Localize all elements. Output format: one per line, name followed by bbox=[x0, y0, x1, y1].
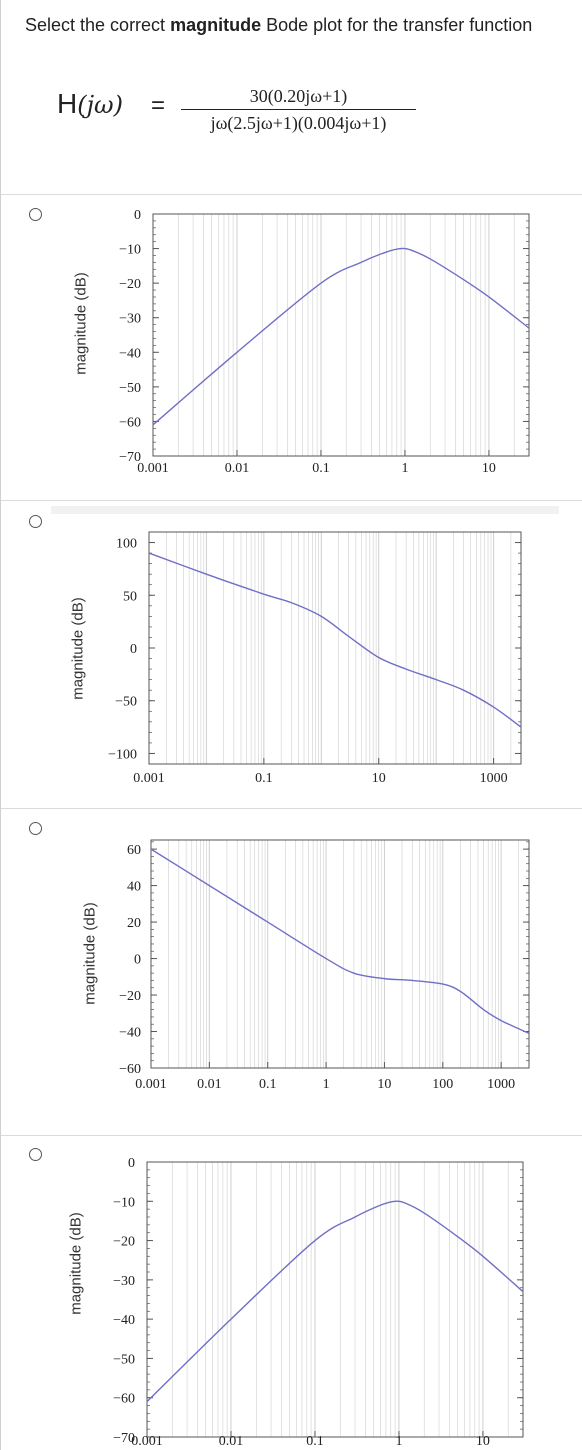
x-tick-label: 0.1 bbox=[255, 771, 273, 786]
x-tick-label: 0.01 bbox=[225, 461, 250, 476]
x-tick-label: 1000 bbox=[480, 771, 508, 786]
y-tick-label: 40 bbox=[127, 880, 141, 895]
question-text: Select the correct magnitude Bode plot f… bbox=[25, 13, 532, 37]
y-tick-label: −60 bbox=[119, 1062, 141, 1077]
option-header-bar bbox=[51, 506, 559, 514]
x-tick-label: 0.01 bbox=[219, 1434, 244, 1449]
y-tick-label: −40 bbox=[113, 1313, 135, 1328]
equation-numerator: 30(0.20jω+1) bbox=[249, 86, 348, 106]
magnitude-curve bbox=[152, 247, 530, 426]
magnitude-curve bbox=[148, 552, 522, 728]
x-tick-label: 0.1 bbox=[259, 1077, 277, 1092]
question-suffix: Bode plot for the transfer function bbox=[261, 15, 533, 35]
x-tick-label: 1 bbox=[401, 461, 408, 476]
equation-lhs-argument: (jω) bbox=[77, 91, 123, 119]
y-tick-label: −50 bbox=[115, 695, 137, 710]
y-tick-label: −10 bbox=[113, 1195, 135, 1210]
x-tick-label: 0.01 bbox=[197, 1077, 222, 1092]
y-tick-label: −100 bbox=[108, 747, 137, 762]
y-tick-label: 0 bbox=[130, 642, 137, 657]
y-tick-label: −20 bbox=[119, 989, 141, 1004]
plot-frame bbox=[146, 1161, 524, 1438]
y-tick-label: −50 bbox=[119, 381, 141, 396]
y-tick-label: −20 bbox=[113, 1235, 135, 1250]
magnitude-curve bbox=[150, 848, 530, 1034]
y-tick-label: −30 bbox=[113, 1274, 135, 1289]
equation-lhs-symbol: H bbox=[57, 88, 78, 119]
separator bbox=[1, 500, 582, 501]
x-tick-label: 0.001 bbox=[133, 771, 165, 786]
y-tick-label: −70 bbox=[113, 1431, 135, 1446]
x-tick-label: 10 bbox=[476, 1434, 490, 1449]
equation-denominator: jω(2.5jω+1)(0.004jω+1) bbox=[210, 113, 387, 133]
x-tick-label: 0.001 bbox=[135, 1077, 167, 1092]
y-tick-label: 20 bbox=[127, 916, 141, 931]
question-prefix: Select the correct bbox=[25, 15, 171, 35]
x-tick-label: 1 bbox=[323, 1077, 330, 1092]
plot-frame bbox=[152, 213, 530, 457]
option-2-radio[interactable] bbox=[29, 515, 42, 528]
plot-frame bbox=[150, 839, 530, 1069]
x-tick-label: 0.1 bbox=[312, 461, 330, 476]
option-3-radio[interactable] bbox=[29, 822, 42, 835]
y-tick-label: −30 bbox=[119, 312, 141, 327]
x-tick-label: 100 bbox=[432, 1077, 453, 1092]
x-tick-label: 1 bbox=[395, 1434, 402, 1449]
y-tick-label: −60 bbox=[119, 415, 141, 430]
separator bbox=[1, 194, 582, 195]
y-tick-label: −50 bbox=[113, 1352, 135, 1367]
y-tick-label: 0 bbox=[134, 208, 141, 223]
y-tick-label: 0 bbox=[134, 953, 141, 968]
fraction-bar bbox=[181, 109, 416, 110]
equation-lhs: H(jω) bbox=[57, 88, 123, 120]
separator bbox=[1, 1135, 582, 1136]
y-tick-label: 100 bbox=[116, 537, 137, 552]
x-tick-label: 0.1 bbox=[306, 1434, 324, 1449]
equation-fraction: 30(0.20jω+1) jω(2.5jω+1)(0.004jω+1) bbox=[181, 85, 416, 134]
y-tick-label: −20 bbox=[119, 277, 141, 292]
y-tick-label: −10 bbox=[119, 243, 141, 258]
y-tick-label: −70 bbox=[119, 450, 141, 465]
y-tick-label: 50 bbox=[123, 589, 137, 604]
x-tick-label: 1000 bbox=[487, 1077, 515, 1092]
magnitude-curve bbox=[146, 1200, 524, 1403]
question-bold-word: magnitude bbox=[170, 15, 262, 35]
x-tick-label: 10 bbox=[372, 771, 386, 786]
x-tick-label: 0.001 bbox=[137, 461, 169, 476]
x-tick-label: 10 bbox=[482, 461, 496, 476]
y-tick-label: 0 bbox=[128, 1156, 135, 1171]
x-tick-label: 10 bbox=[377, 1077, 391, 1092]
separator bbox=[1, 808, 582, 809]
y-tick-label: −60 bbox=[113, 1392, 135, 1407]
y-tick-label: −40 bbox=[119, 1026, 141, 1041]
y-tick-label: 60 bbox=[127, 843, 141, 858]
equation-equals: = bbox=[151, 92, 166, 119]
y-tick-label: −40 bbox=[119, 346, 141, 361]
x-tick-label: 0.001 bbox=[131, 1434, 163, 1449]
option-4-radio[interactable] bbox=[29, 1148, 42, 1161]
option-1-radio[interactable] bbox=[29, 208, 42, 221]
